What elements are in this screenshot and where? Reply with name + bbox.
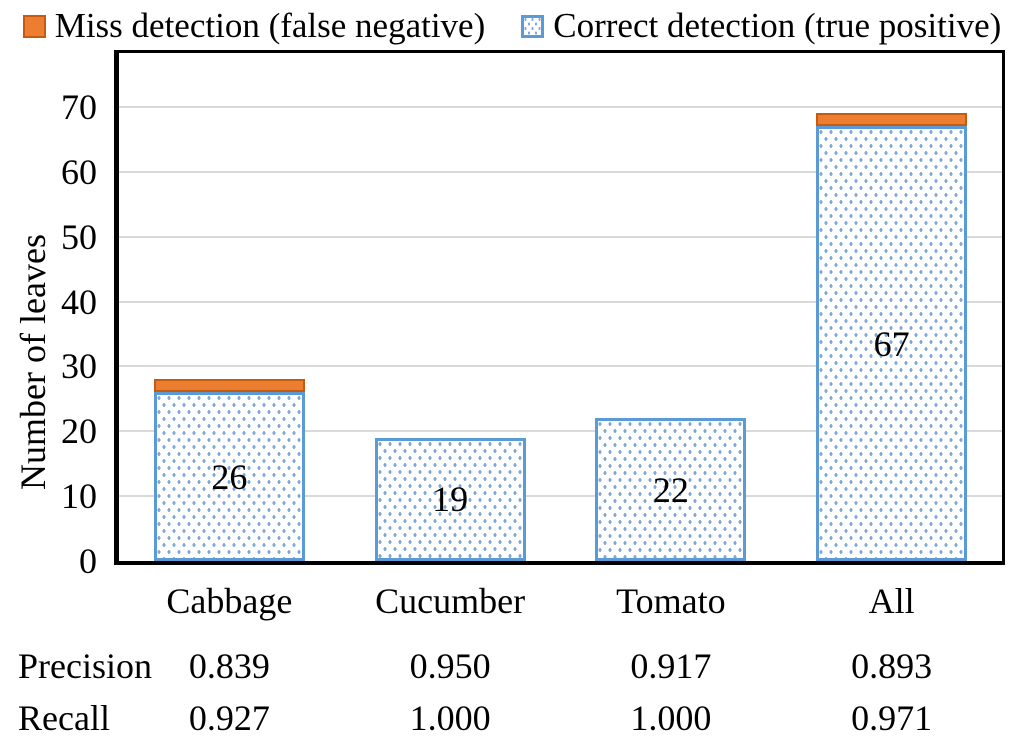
bar: 22 [595,418,747,561]
legend: Miss detection (false negative) Correct … [0,4,1024,48]
y-tick-label: 20 [61,411,97,452]
precision-row-label: Precision [18,646,152,686]
legend-item-miss: Miss detection (false negative) [22,4,486,48]
y-tick-label: 30 [61,346,97,387]
y-tick-label: 0 [79,541,97,581]
y-tick-label: 50 [61,216,97,257]
bar-value-label: 26 [211,456,248,497]
bar: 19 [374,437,526,561]
recall-row: Recall 0.927 1.000 1.000 0.971 [0,696,1024,740]
precision-value: 0.950 [409,646,491,686]
gridline [119,235,1002,238]
y-tick-label: 70 [61,86,97,127]
x-category-label: Cabbage [166,581,293,621]
recall-value: 1.000 [409,698,491,738]
precision-value: 0.893 [851,646,933,686]
plot-area: 26 19 22 67 [114,50,1005,565]
gridline [119,365,1002,368]
y-tick-label: 60 [61,151,97,192]
bar: 26 [153,379,305,561]
bar-value-label: 19 [432,479,469,520]
miss-detection-swatch-icon [22,14,46,38]
legend-item-correct: Correct detection (true positive) [521,4,1001,48]
recall-value: 0.927 [188,698,270,738]
bar-value-label: 22 [652,469,689,510]
legend-correct-label: Correct detection (true positive) [553,6,1002,45]
correct-detection-swatch-icon [521,14,545,38]
gridline [119,495,1002,498]
bar-segment-correct: 26 [153,392,305,561]
bar: 67 [816,113,968,561]
recall-row-label: Recall [18,698,110,738]
bar-segment-correct: 67 [816,126,968,561]
bar-segment-miss [816,113,968,127]
precision-value: 0.917 [630,646,712,686]
gridline [119,105,1002,108]
gridline [119,300,1002,303]
recall-value: 1.000 [630,698,712,738]
precision-row: Precision 0.839 0.950 0.917 0.893 [0,644,1024,688]
x-category-label: Tomato [616,581,726,621]
bar-value-label: 67 [873,323,910,364]
y-tick-label: 10 [61,476,97,517]
y-tick-label: 40 [61,281,97,322]
gridline [119,430,1002,433]
legend-miss-label: Miss detection (false negative) [54,6,486,45]
bar-segment-correct: 22 [595,418,747,561]
gridline [119,170,1002,173]
x-category-label: Cucumber [375,581,526,621]
x-category-label: All [868,581,915,621]
precision-value: 0.839 [188,646,270,686]
x-axis-category-labels: Cabbage Cucumber Tomato All [0,579,1024,623]
bar-segment-miss [153,379,305,393]
bar-segment-correct: 19 [374,437,526,561]
recall-value: 0.971 [851,698,933,738]
